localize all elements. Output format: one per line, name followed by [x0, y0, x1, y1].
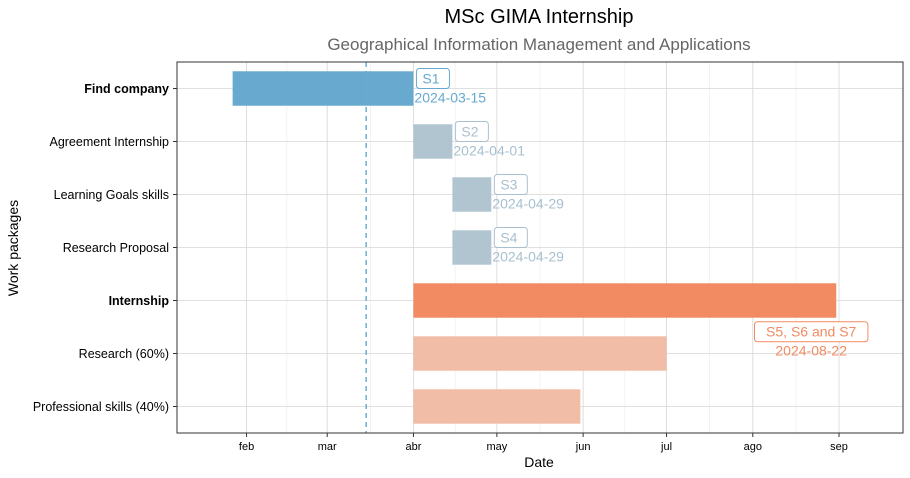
milestone-label-box — [493, 174, 528, 195]
milestone-label-box — [415, 68, 450, 89]
task-label: Professional skills (40%) — [33, 400, 169, 414]
x-tick-label: jun — [575, 441, 591, 453]
milestone-label-box — [454, 121, 489, 142]
task-label: Research (60%) — [79, 347, 169, 361]
task-bar — [452, 177, 492, 212]
task-bar — [413, 336, 667, 371]
task-label: Internship — [109, 294, 170, 308]
milestone-date: 2024-03-15 — [414, 90, 486, 106]
milestone-label-box — [754, 321, 869, 343]
x-tick-label: abr — [405, 441, 421, 453]
milestone-date: 2024-04-01 — [453, 143, 525, 159]
grid-lines — [177, 62, 903, 433]
y-axis-ticks: Find company Agreement Internship Learning… — [33, 82, 177, 414]
x-tick-label: ago — [744, 441, 762, 453]
task-bar — [452, 230, 492, 265]
milestone-label: S5, S6 and S7 — [766, 324, 857, 340]
task-bar — [413, 389, 581, 424]
task-label: Find company — [84, 82, 169, 96]
x-axis-ticks: feb mar abr may jun jul ago sep — [239, 433, 848, 453]
milestone-label: S4 — [500, 230, 517, 246]
task-bar — [413, 283, 837, 318]
task-bar — [413, 124, 453, 159]
x-tick-label: feb — [239, 441, 254, 453]
chart-title: MSc GIMA Internship — [445, 6, 634, 28]
y-axis-title: Work packages — [5, 200, 21, 296]
x-axis-title: Date — [524, 454, 554, 470]
x-tick-label: may — [486, 441, 507, 453]
milestone-date: 2024-04-29 — [492, 196, 564, 212]
x-tick-label: jul — [660, 441, 672, 453]
milestone-annotations: S1 2024-03-15 S2 2024-04-01 S3 2024-04-29 S4 20… — [414, 68, 869, 359]
milestone-label: S2 — [461, 124, 478, 140]
task-label: Learning Goals skills — [54, 188, 169, 202]
x-tick-label: sep — [830, 441, 848, 453]
chart-subtitle: Geographical Information Management and … — [327, 35, 750, 54]
milestone-date: 2024-08-22 — [775, 343, 847, 359]
task-label: Research Proposal — [63, 241, 169, 255]
task-label: Agreement Internship — [49, 135, 169, 149]
milestone-date: 2024-04-29 — [492, 249, 564, 265]
x-tick-label: mar — [318, 441, 337, 453]
task-bar — [232, 71, 414, 106]
task-bars — [232, 71, 837, 424]
milestone-label: S3 — [500, 177, 517, 193]
milestone-label-box — [493, 227, 528, 248]
milestone-label: S1 — [422, 71, 439, 87]
